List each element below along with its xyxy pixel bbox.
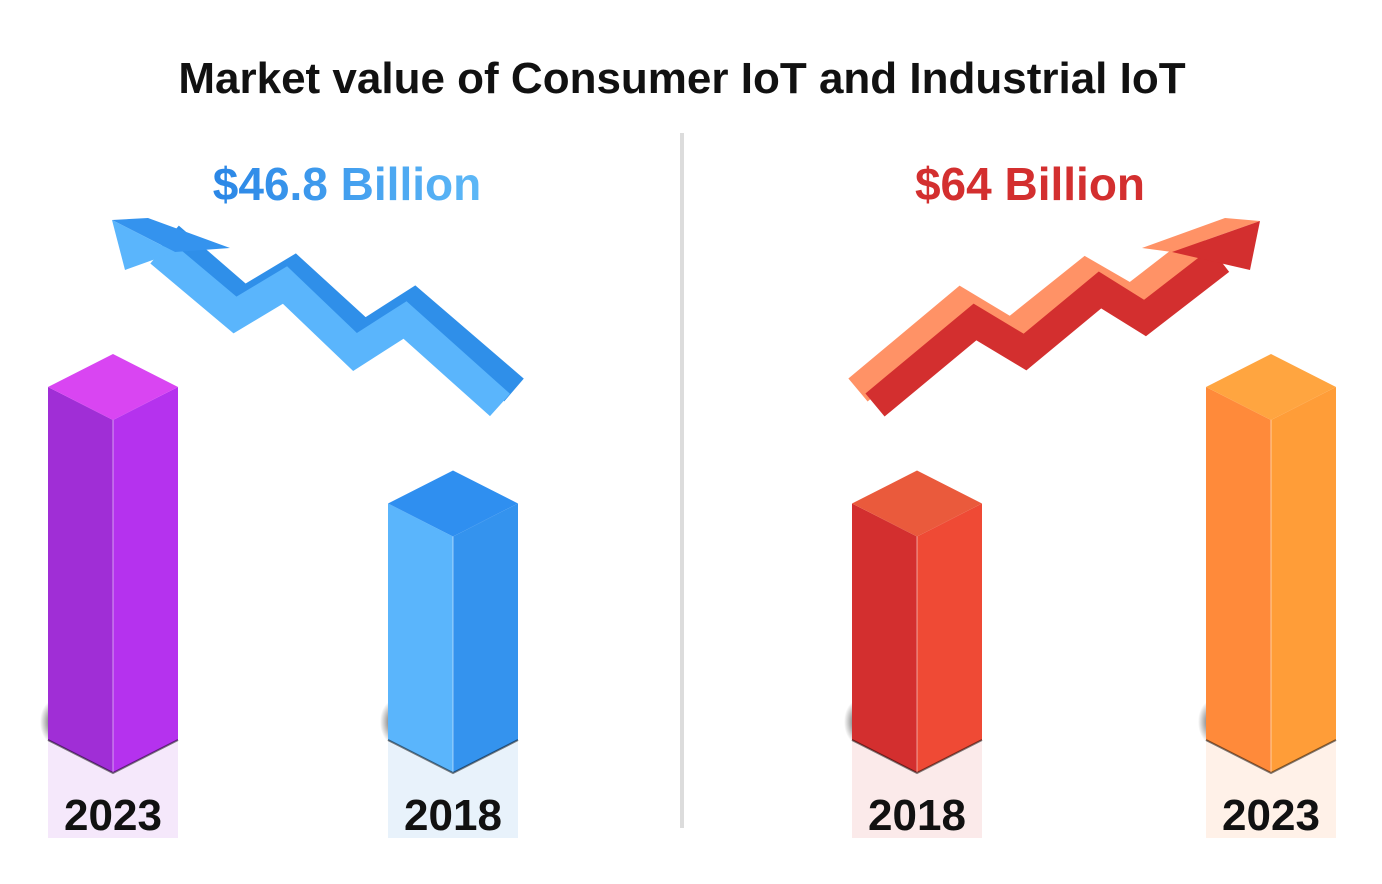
- bar-base-edge: [47, 739, 179, 775]
- bar-2018: 2018: [844, 470, 983, 840]
- bar-2018: 2018: [380, 470, 519, 840]
- bar-right-face: [917, 503, 982, 773]
- consumer-iot-value-label: $46.8 Billion: [213, 158, 481, 210]
- bar-base-edge: [1205, 739, 1337, 775]
- bar-2023: 2023: [40, 354, 179, 840]
- bar-right-face: [453, 503, 518, 773]
- bar-year-label: 2023: [1222, 791, 1320, 840]
- bar-top-face: [48, 354, 178, 420]
- bar-top-face: [852, 470, 982, 537]
- bar-base-edge: [851, 739, 983, 775]
- bar-base-edge: [387, 739, 519, 775]
- bar-left-face: [388, 503, 453, 773]
- bar-year-label: 2018: [868, 791, 966, 840]
- industrial-iot-value-label: $64 Billion: [915, 158, 1145, 210]
- bar-year-label: 2023: [64, 791, 162, 840]
- bar-2023: 2023: [1198, 354, 1337, 840]
- bar-left-face: [852, 503, 917, 773]
- up-trend-arrow-icon: [848, 218, 1260, 417]
- bar-top-face: [388, 470, 518, 537]
- chart-title: Market value of Consumer IoT and Industr…: [178, 54, 1185, 103]
- bar-top-face: [1206, 354, 1336, 420]
- bar-right-face: [113, 387, 178, 773]
- bar-left-face: [48, 387, 113, 773]
- bar-right-face: [1271, 387, 1336, 773]
- bar-left-face: [1206, 387, 1271, 773]
- down-trend-arrow-icon: [112, 218, 524, 417]
- bar-year-label: 2018: [404, 791, 502, 840]
